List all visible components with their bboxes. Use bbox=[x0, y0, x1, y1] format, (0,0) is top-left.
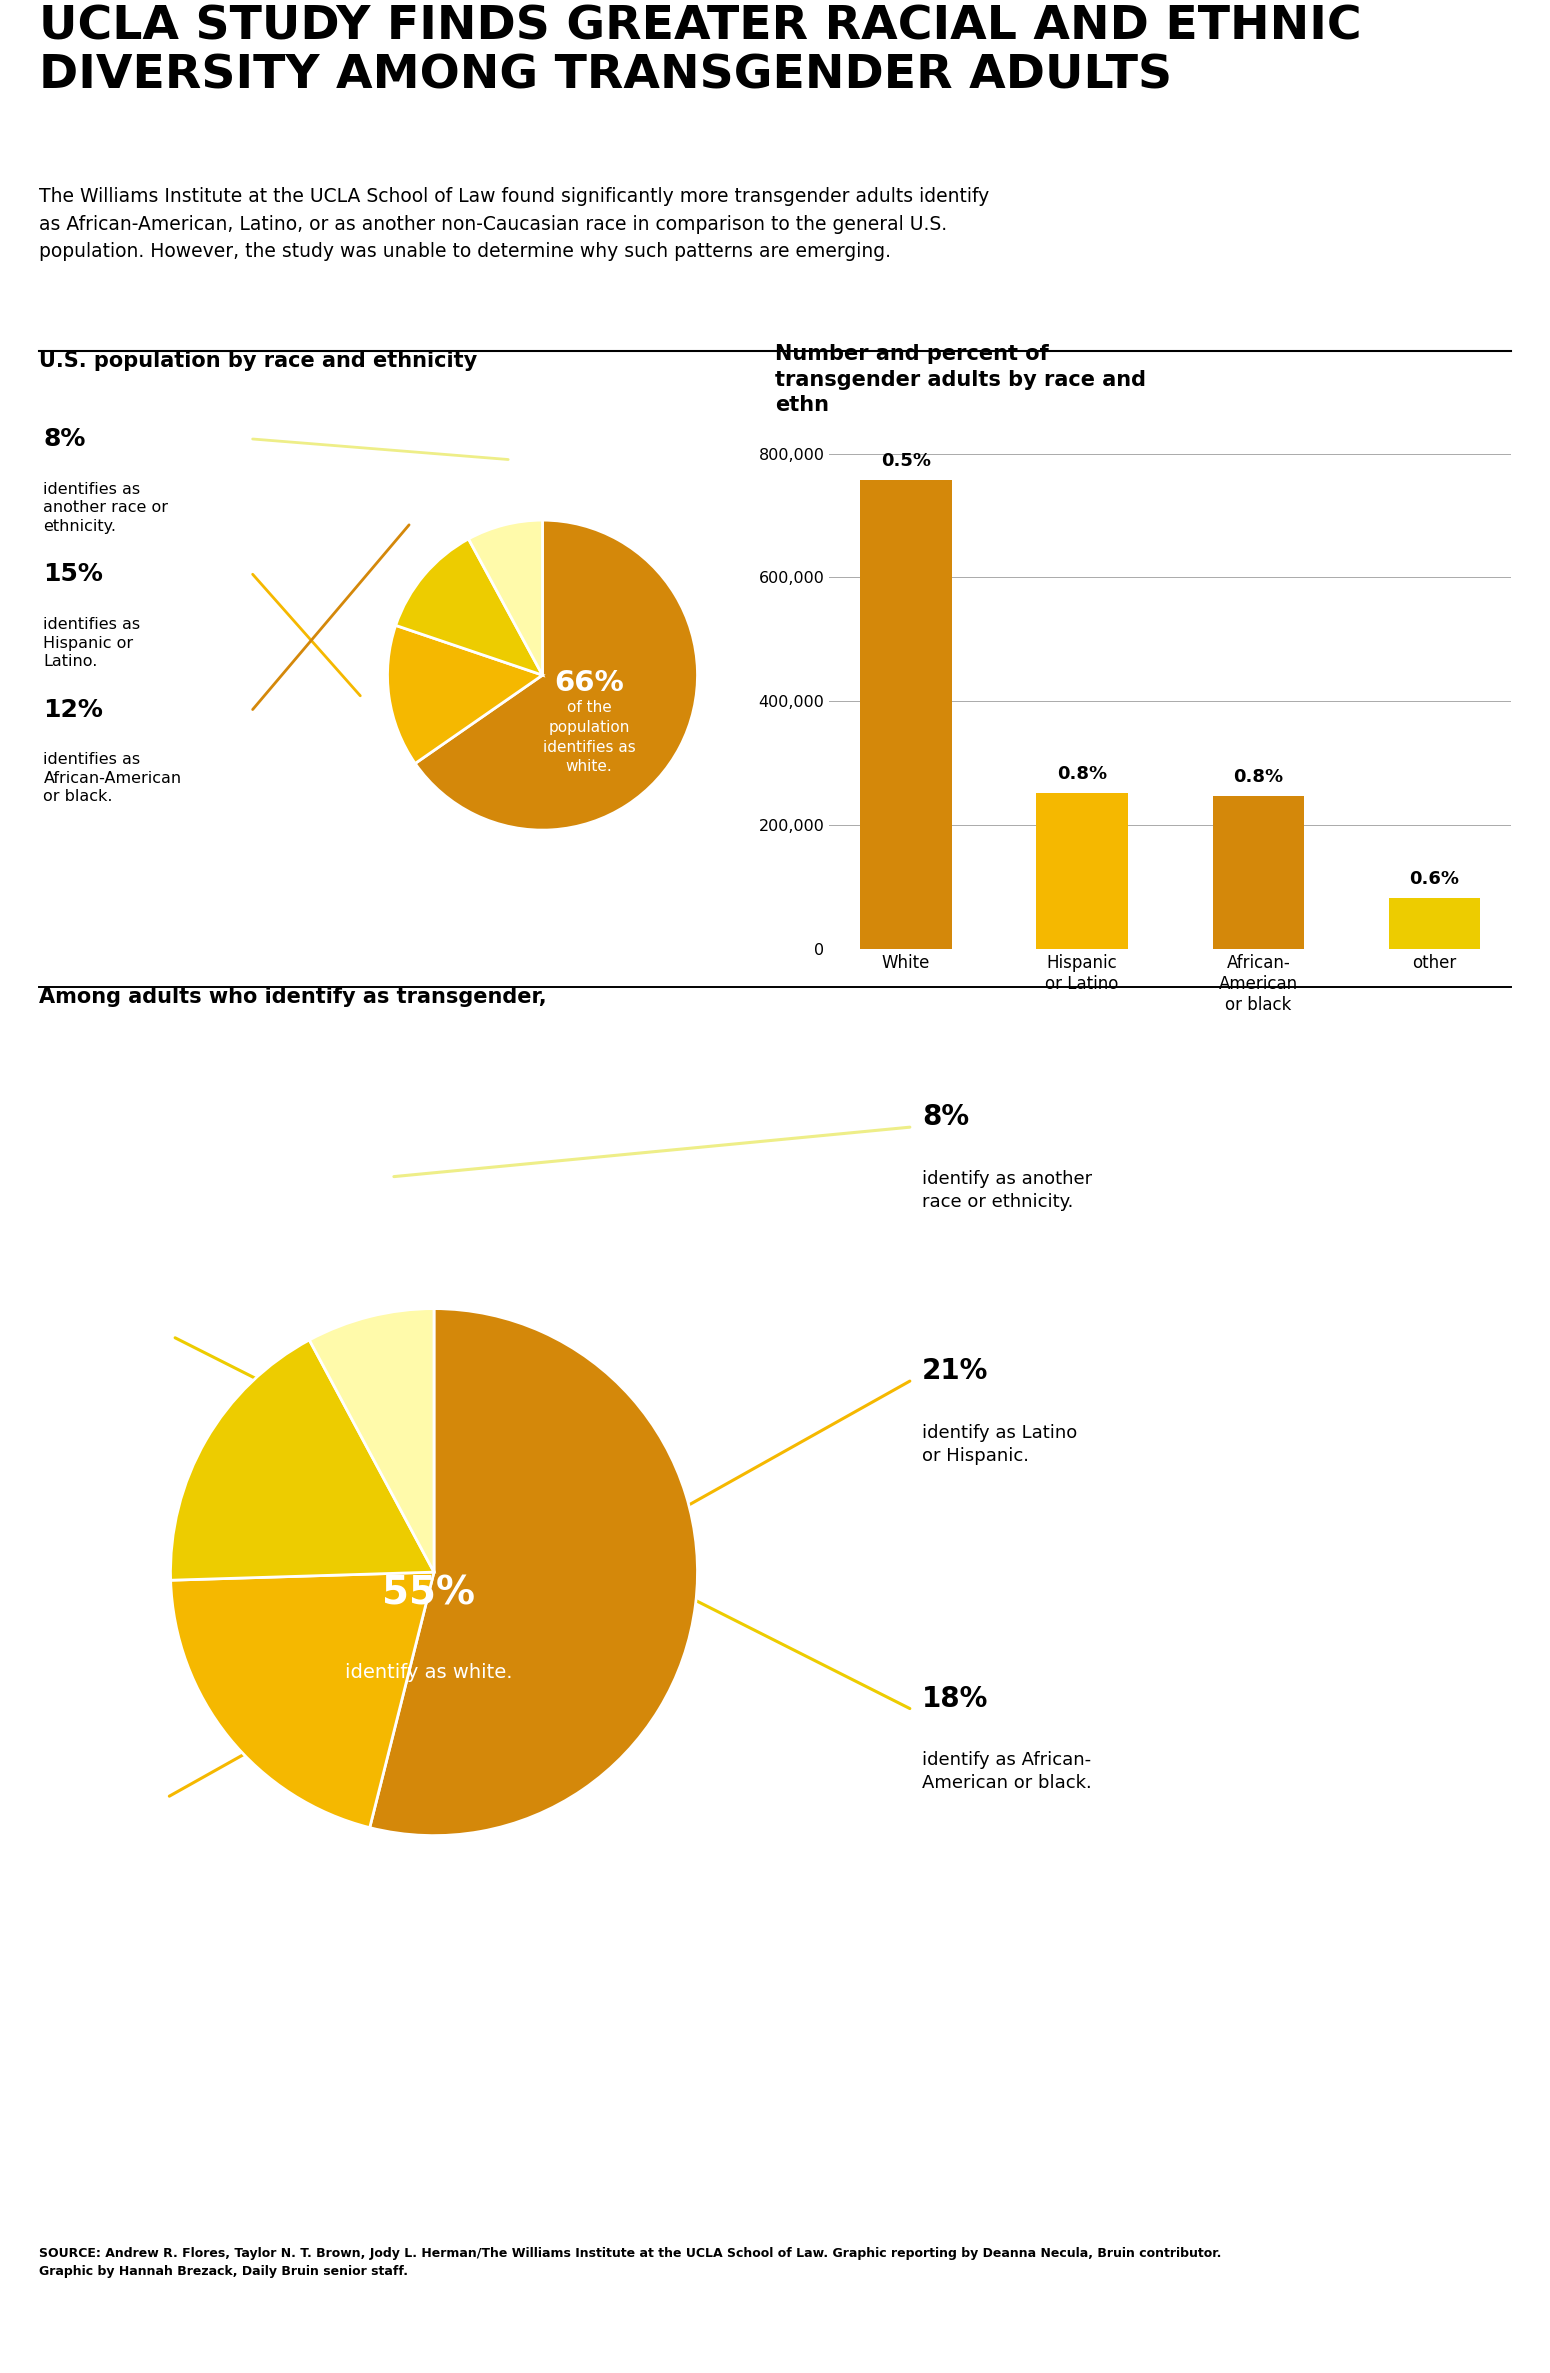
Wedge shape bbox=[370, 1308, 698, 1837]
Text: 0.5%: 0.5% bbox=[880, 453, 932, 470]
Wedge shape bbox=[388, 626, 542, 764]
Text: of the
population
identifies as
white.: of the population identifies as white. bbox=[542, 700, 636, 774]
Text: 12%: 12% bbox=[43, 698, 104, 721]
Text: 15%: 15% bbox=[43, 562, 104, 586]
Text: 0.6%: 0.6% bbox=[1409, 871, 1460, 888]
Text: identify as white.: identify as white. bbox=[346, 1663, 513, 1682]
Text: 66%: 66% bbox=[555, 669, 623, 698]
Wedge shape bbox=[395, 539, 542, 674]
Text: 8%: 8% bbox=[922, 1103, 969, 1132]
Text: 8%: 8% bbox=[43, 427, 85, 451]
Wedge shape bbox=[415, 520, 698, 831]
Text: identifies as
African-American
or black.: identifies as African-American or black. bbox=[43, 752, 181, 804]
Wedge shape bbox=[170, 1571, 434, 1827]
Wedge shape bbox=[468, 520, 542, 674]
Text: identifies as
Hispanic or
Latino.: identifies as Hispanic or Latino. bbox=[43, 617, 141, 669]
Bar bbox=[1037, 793, 1128, 949]
Text: SOURCE: Andrew R. Flores, Taylor N. T. Brown, Jody L. Herman/The Williams Instit: SOURCE: Andrew R. Flores, Taylor N. T. B… bbox=[39, 2247, 1221, 2278]
Text: U.S. population by race and ethnicity: U.S. population by race and ethnicity bbox=[39, 351, 477, 370]
Bar bbox=[860, 479, 952, 949]
Wedge shape bbox=[170, 1341, 434, 1580]
Text: identifies as
another race or
ethnicity.: identifies as another race or ethnicity. bbox=[43, 482, 169, 534]
Text: 55%: 55% bbox=[383, 1573, 476, 1611]
Text: Among adults who identify as transgender,: Among adults who identify as transgender… bbox=[39, 987, 546, 1006]
Text: identify as Latino
or Hispanic.: identify as Latino or Hispanic. bbox=[922, 1424, 1077, 1464]
Text: UCLA STUDY FINDS GREATER RACIAL AND ETHNIC
DIVERSITY AMONG TRANSGENDER ADULTS: UCLA STUDY FINDS GREATER RACIAL AND ETHN… bbox=[39, 5, 1361, 97]
Bar bbox=[1389, 899, 1480, 949]
Text: 0.8%: 0.8% bbox=[1057, 764, 1107, 783]
Text: 0.8%: 0.8% bbox=[1234, 769, 1283, 785]
Wedge shape bbox=[310, 1308, 434, 1571]
Text: 18%: 18% bbox=[922, 1685, 989, 1713]
Text: 21%: 21% bbox=[922, 1357, 989, 1386]
Text: identify as another
race or ethnicity.: identify as another race or ethnicity. bbox=[922, 1170, 1093, 1210]
Bar bbox=[1212, 797, 1304, 949]
Text: Number and percent of
transgender adults by race and
ethnicity: Number and percent of transgender adults… bbox=[775, 344, 1145, 415]
Text: identify as African-
American or black.: identify as African- American or black. bbox=[922, 1751, 1093, 1792]
Text: The Williams Institute at the UCLA School of Law found significantly more transg: The Williams Institute at the UCLA Schoo… bbox=[39, 187, 989, 261]
